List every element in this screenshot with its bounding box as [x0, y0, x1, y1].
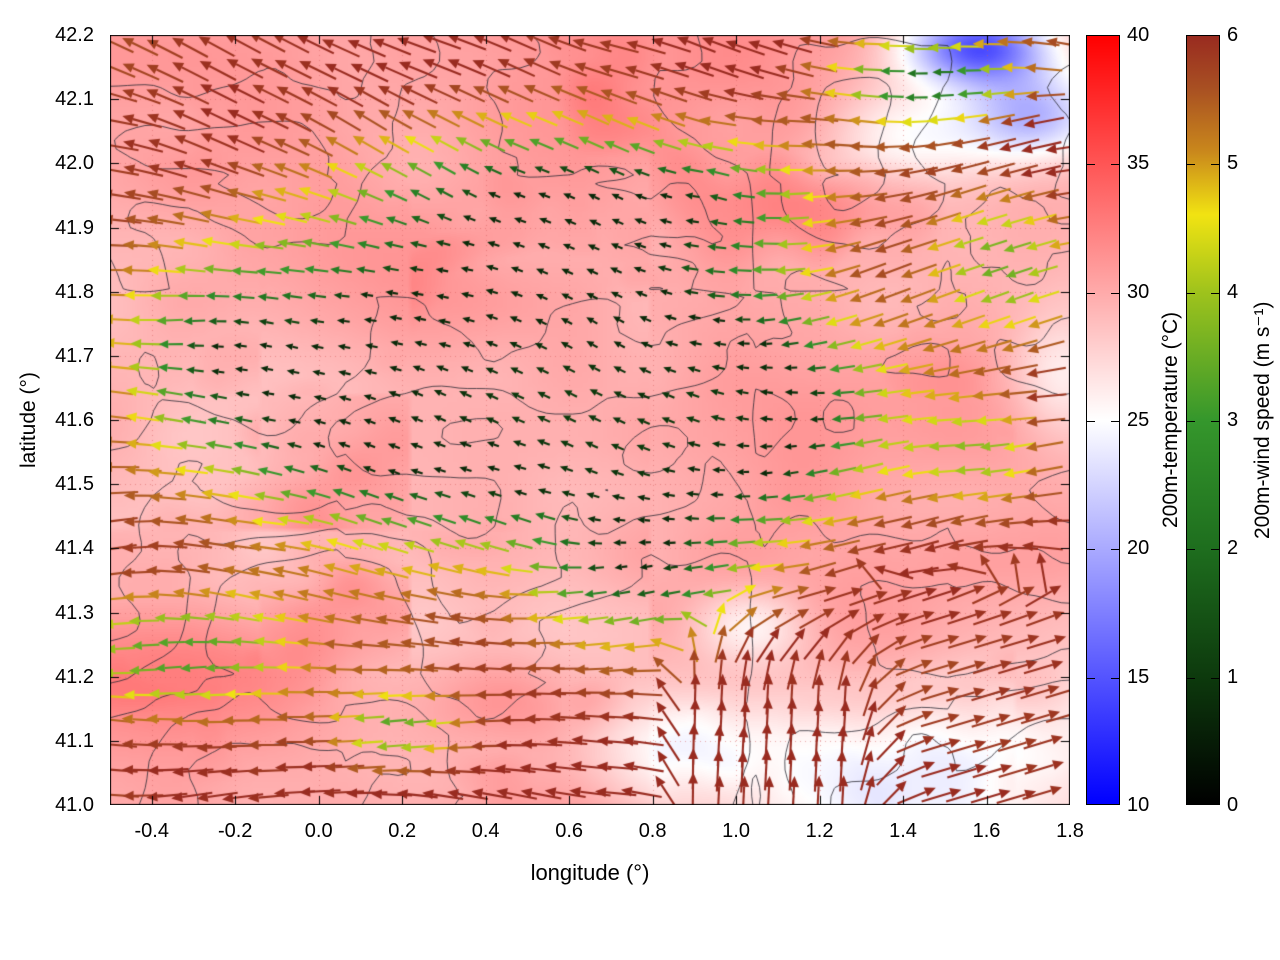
x-tick-label: 0.4	[471, 820, 500, 842]
colorbar-tick-mark	[1087, 421, 1095, 422]
colorbar-tick-mark	[1187, 677, 1195, 679]
colorbar-tick-label: 2	[1227, 537, 1239, 560]
colorbar-tick-label: 30	[1127, 280, 1150, 303]
colorbar-tick-label: 20	[1127, 537, 1150, 560]
x-tick-label: 1.6	[972, 820, 1001, 842]
colorbar-tick-mark	[1111, 292, 1119, 294]
colorbar-tick-mark	[1187, 164, 1195, 166]
y-axis-title: latitude (°)	[17, 372, 40, 468]
colorbar-tick-mark	[1211, 421, 1219, 422]
colorbar-tick-label: 6	[1227, 24, 1239, 46]
wind-colorbar	[1186, 35, 1220, 805]
colorbar-tick-mark	[1187, 421, 1195, 422]
colorbar-tick-label: 4	[1227, 280, 1239, 303]
x-tick-label: 1.4	[889, 820, 917, 842]
colorbar-tick-mark	[1111, 164, 1119, 166]
colorbar-tick-mark	[1087, 164, 1095, 166]
colorbar-tick-mark	[1111, 421, 1119, 422]
colorbar-tick-mark	[1087, 677, 1095, 679]
wind-colorbar-title: 200m-wind speed (m s⁻¹)	[1251, 301, 1274, 539]
colorbar-tick-mark	[1087, 549, 1095, 551]
temperature-colorbar-title: 200m-temperature (°C)	[1159, 311, 1182, 529]
x-tick-label: -0.2	[217, 820, 253, 842]
colorbar-tick-label: 40	[1127, 24, 1150, 46]
x-tick-label: 0.8	[638, 820, 667, 842]
colorbar-tick-label: 1	[1227, 665, 1239, 688]
colorbar-tick-mark	[1187, 549, 1195, 551]
colorbar-tick-mark	[1111, 677, 1119, 679]
colorbar-tick-label: 0	[1227, 794, 1239, 816]
x-tick-label: 0.0	[304, 820, 333, 842]
colorbar-tick-label: 25	[1127, 409, 1150, 431]
colorbar-tick-mark	[1087, 292, 1095, 294]
x-tick-label: 1.8	[1056, 820, 1084, 842]
colorbar-tick-mark	[1211, 549, 1219, 551]
x-tick-label: -0.4	[134, 820, 169, 842]
colorbar-tick-label: 15	[1127, 665, 1150, 688]
colorbar-tick-mark	[1211, 164, 1219, 166]
colorbar-tick-mark	[1111, 549, 1119, 551]
temperature-colorbar	[1086, 35, 1120, 805]
colorbar-tick-mark	[1187, 292, 1195, 294]
colorbar-tick-label: 5	[1227, 152, 1239, 175]
map-plot-canvas	[110, 35, 1070, 805]
colorbar-tick-mark	[1211, 677, 1219, 679]
x-tick-label: 1.0	[722, 820, 750, 842]
colorbar-tick-label: 35	[1127, 152, 1150, 175]
x-tick-label: 1.2	[805, 820, 834, 842]
colorbar-tick-label: 10	[1127, 794, 1150, 816]
colorbar-tick-mark	[1211, 292, 1219, 294]
x-axis-title: longitude (°)	[530, 860, 650, 885]
x-tick-label: 0.6	[555, 820, 584, 842]
x-tick-label: 0.2	[388, 820, 417, 842]
colorbar-tick-label: 3	[1227, 409, 1239, 431]
